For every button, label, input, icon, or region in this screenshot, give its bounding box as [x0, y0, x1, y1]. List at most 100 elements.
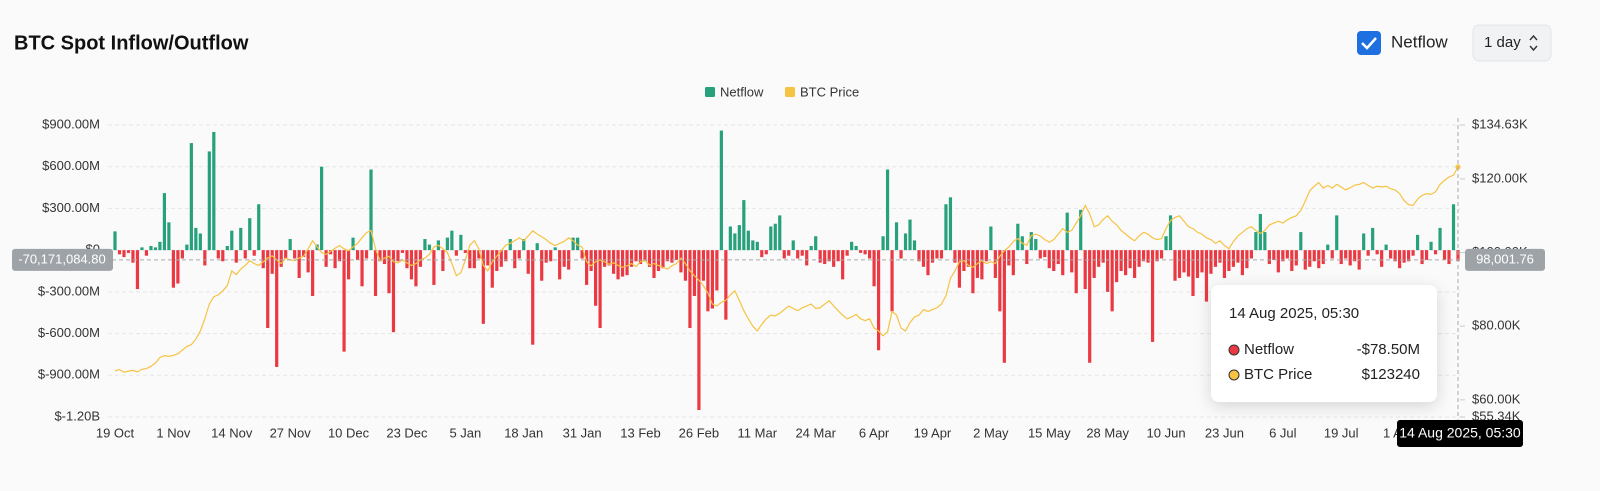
bar: [1204, 250, 1209, 302]
bar: [189, 143, 193, 251]
bar: [805, 250, 809, 266]
bar: [302, 250, 306, 258]
bar: [908, 219, 912, 251]
bar: [1119, 250, 1123, 271]
bar: [589, 250, 593, 271]
bar: [1209, 250, 1213, 274]
bar: [1433, 250, 1438, 255]
bar: [198, 233, 202, 251]
bar: [656, 250, 661, 271]
bar: [378, 250, 382, 262]
bar: [468, 250, 472, 269]
bar: [755, 241, 759, 251]
bar: [746, 230, 750, 251]
bar: [598, 250, 602, 329]
legend-label: Netflow: [720, 84, 764, 99]
bar: [917, 250, 921, 262]
bar: [863, 250, 867, 255]
bar: [701, 250, 706, 281]
bar: [620, 250, 625, 277]
x-tick-label: 13 Feb: [620, 425, 660, 440]
bar: [1218, 250, 1222, 263]
bar: [1088, 250, 1092, 363]
bar: [1375, 250, 1379, 255]
bar: [710, 250, 714, 309]
toggle-label[interactable]: Netflow: [1391, 32, 1448, 51]
bar: [1200, 250, 1204, 273]
bar: [252, 250, 256, 256]
interval-select[interactable]: [1472, 24, 1552, 62]
bar: [495, 250, 499, 271]
overlay: 14 Aug 2025, 05:30 Netflow -$78.50M BTC …: [1211, 285, 1437, 402]
bar: [194, 227, 198, 251]
price-line: [114, 166, 1459, 373]
bar: [1222, 250, 1227, 278]
bar: [1389, 250, 1393, 259]
bar: [827, 250, 831, 262]
bar: [1025, 250, 1029, 265]
y-tick-label: $900.00M: [42, 116, 100, 131]
bar: [580, 250, 584, 259]
bar: [320, 166, 324, 251]
bar: [355, 250, 360, 260]
bar: [1308, 250, 1312, 267]
bar: [342, 250, 346, 352]
bar: [414, 250, 418, 287]
x-tick-label: 6 Apr: [859, 425, 890, 440]
bar: [553, 247, 557, 251]
bar: [221, 250, 225, 262]
bar: [1398, 250, 1402, 269]
bar: [1070, 250, 1074, 273]
bar: [594, 250, 598, 306]
bar: [867, 250, 872, 259]
x-tick-label: 18 Jan: [504, 425, 543, 440]
bar: [144, 250, 149, 256]
bar: [418, 250, 423, 267]
x-tick-label: 15 May: [1028, 425, 1071, 440]
bar: [1420, 250, 1424, 265]
bar: [625, 250, 629, 276]
bar: [1159, 250, 1164, 259]
bar: [306, 250, 310, 273]
bar: [715, 250, 719, 291]
bar: [778, 215, 782, 251]
bar: [1128, 250, 1132, 269]
bar: [697, 250, 701, 411]
checkbox[interactable]: [1357, 31, 1381, 55]
bar: [1429, 241, 1433, 251]
bar: [1393, 250, 1397, 262]
bar: [894, 222, 899, 251]
bar: [131, 250, 135, 263]
tooltip-title: 14 Aug 2025, 05:30: [1229, 305, 1359, 322]
bar: [1406, 250, 1411, 262]
bar: [513, 250, 517, 269]
bar: [275, 250, 279, 367]
select-chevron: [1529, 34, 1538, 52]
y-tick-label: $300.00M: [42, 200, 100, 215]
bar: [1186, 250, 1191, 277]
interval-label[interactable]: 1 day: [1484, 34, 1521, 51]
bar: [984, 250, 988, 262]
bar: [921, 250, 926, 267]
bar: [1038, 250, 1042, 259]
tooltip-dot: [1228, 369, 1240, 381]
bar: [1052, 250, 1056, 271]
bar: [1438, 227, 1442, 251]
bar: [225, 245, 229, 251]
bar: [769, 226, 773, 251]
bar: [1326, 244, 1330, 251]
bar: [899, 250, 903, 259]
bar: [957, 250, 962, 288]
tooltip: [1211, 285, 1437, 402]
bar: [459, 234, 463, 251]
bar: [571, 237, 575, 251]
bar: [216, 250, 220, 259]
bar: [800, 250, 804, 256]
bar: [948, 197, 953, 251]
bar: [823, 250, 827, 265]
bar: [171, 250, 175, 288]
bar: [167, 222, 171, 251]
checkmark: [1361, 37, 1377, 50]
